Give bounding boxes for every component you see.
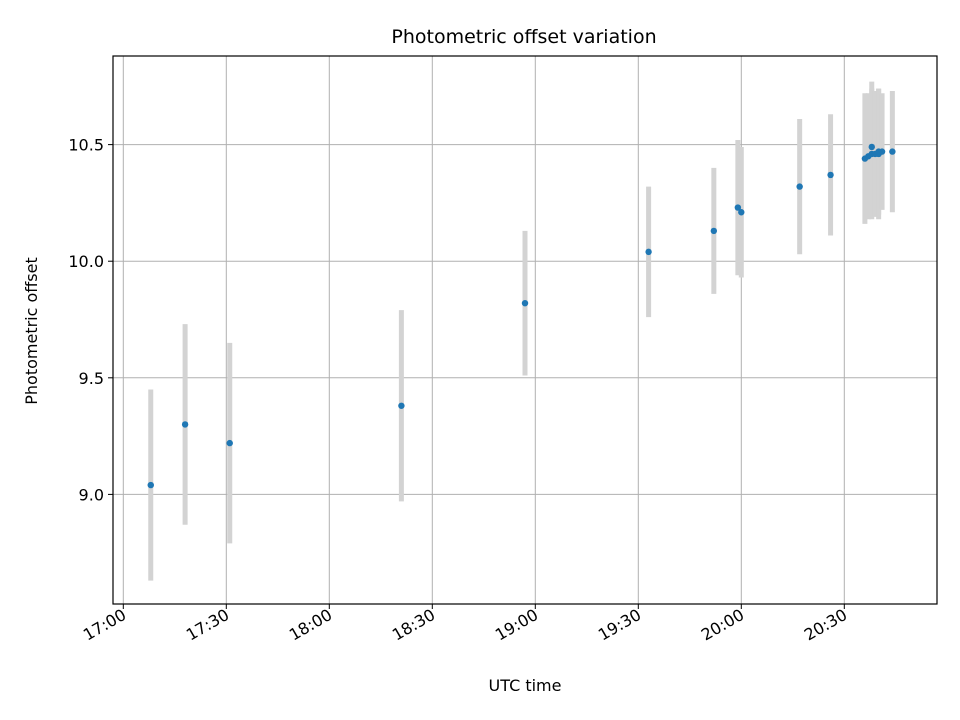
data-point [868, 143, 875, 151]
chart-title: Photometric offset variation [391, 26, 656, 48]
point-layer [147, 143, 896, 489]
data-point [710, 227, 718, 235]
data-point [738, 209, 745, 216]
data-point [796, 183, 803, 190]
data-point [226, 439, 233, 447]
data-point [645, 248, 652, 256]
plot-frame [112, 55, 938, 605]
grid-layer [113, 56, 937, 604]
y-tick-label: 9.0 [79, 485, 104, 504]
data-point [878, 148, 886, 155]
data-point [889, 148, 896, 155]
data-point [521, 299, 529, 307]
data-point [734, 204, 742, 211]
y-tick-label: 10.5 [68, 136, 104, 155]
y-tick-label: 9.5 [79, 369, 104, 388]
x-axis-title: UTC time [489, 676, 562, 695]
y-tick-label: 10.0 [68, 252, 104, 271]
data-point [181, 421, 189, 428]
data-point [827, 171, 834, 179]
data-point [147, 481, 154, 489]
y-axis-title: Photometric offset [22, 257, 41, 405]
data-point [398, 402, 405, 409]
